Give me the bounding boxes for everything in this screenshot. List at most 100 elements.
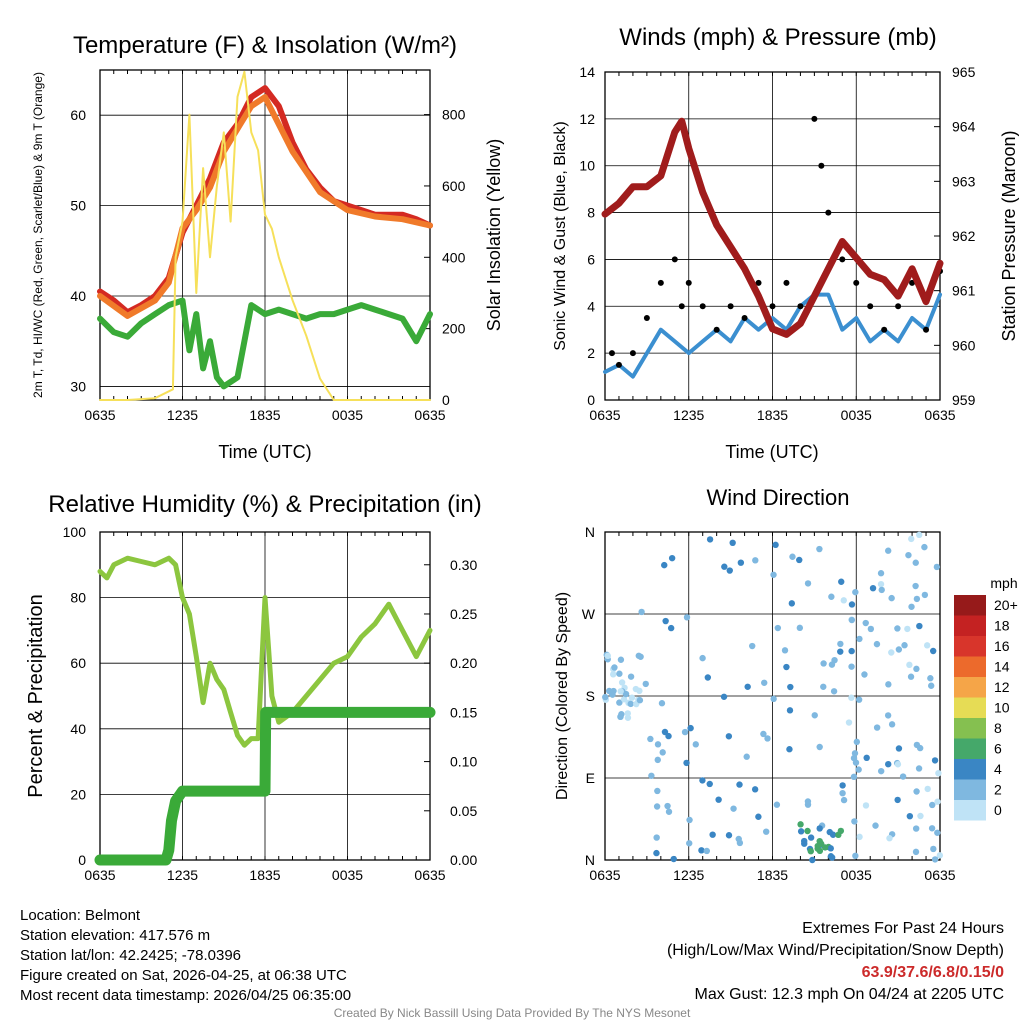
direction-point bbox=[894, 761, 902, 768]
direction-point bbox=[796, 556, 803, 564]
x-tick-label: 0035 bbox=[841, 867, 872, 883]
direction-point bbox=[797, 828, 805, 835]
max-gust-text: Max Gust: 12.3 mph On 04/24 at 2205 UTC bbox=[694, 986, 1005, 1003]
direction-point bbox=[855, 766, 862, 773]
extremes-subtitle: (High/Low/Max Wind/Precipitation/Snow De… bbox=[666, 942, 1004, 959]
direction-point bbox=[720, 693, 728, 700]
extremes-info: Extremes For Past 24 Hours (High/Low/Max… bbox=[667, 918, 1004, 1006]
y2-tick-label: 0.10 bbox=[450, 754, 477, 770]
direction-point bbox=[862, 802, 870, 809]
direction-point bbox=[869, 584, 877, 592]
direction-point bbox=[930, 845, 937, 853]
x-tick-label: 0635 bbox=[84, 407, 115, 423]
y-tick-label: 0 bbox=[78, 852, 86, 868]
direction-point bbox=[852, 588, 859, 596]
direction-point bbox=[786, 707, 794, 714]
y2-tick-label: 963 bbox=[952, 173, 976, 189]
direction-point bbox=[935, 769, 942, 777]
direction-point bbox=[659, 749, 666, 756]
direction-point bbox=[916, 531, 923, 539]
direction-point bbox=[736, 781, 743, 788]
y-tick-label: W bbox=[582, 606, 596, 622]
direction-point bbox=[851, 818, 858, 825]
direction-point bbox=[654, 787, 661, 795]
direction-point bbox=[816, 825, 823, 832]
direction-point bbox=[638, 608, 645, 616]
direction-point bbox=[905, 551, 912, 559]
direction-point bbox=[703, 847, 711, 855]
direction-point bbox=[884, 547, 892, 554]
direction-point bbox=[604, 652, 611, 660]
direction-point bbox=[704, 674, 712, 681]
direction-point bbox=[665, 732, 672, 740]
latlon-text: Station lat/lon: 42.2425; -78.0396 bbox=[20, 947, 242, 964]
direction-point bbox=[761, 679, 768, 686]
direction-point bbox=[706, 536, 714, 543]
y-tick-label: E bbox=[586, 770, 595, 786]
direction-point bbox=[618, 711, 625, 718]
y-tick-label: 30 bbox=[70, 378, 86, 394]
y2-tick-label: 0.15 bbox=[450, 704, 477, 720]
direction-point bbox=[770, 571, 777, 578]
x-tick-label: 0635 bbox=[589, 407, 620, 423]
direction-point bbox=[877, 570, 885, 577]
y-axis-label: Percent & Precipitation bbox=[25, 594, 47, 797]
direction-point bbox=[923, 642, 931, 649]
legend-swatch bbox=[954, 779, 986, 800]
direction-point bbox=[801, 837, 808, 845]
direction-point bbox=[687, 724, 694, 732]
x-tick-label: 1235 bbox=[673, 407, 704, 423]
direction-point bbox=[828, 661, 836, 668]
direction-point bbox=[811, 712, 818, 719]
direction-point bbox=[848, 663, 855, 670]
direction-point bbox=[855, 696, 863, 703]
direction-point bbox=[692, 741, 699, 748]
direction-point bbox=[762, 828, 770, 835]
gust-point bbox=[643, 315, 650, 321]
direction-point bbox=[828, 854, 836, 861]
y2-axis-label: Solar Insolation (Yellow) bbox=[484, 139, 504, 331]
direction-point bbox=[627, 673, 635, 680]
direction-point bbox=[804, 798, 812, 805]
direction-point bbox=[686, 816, 693, 824]
location-text: Location: Belmont bbox=[20, 907, 141, 924]
direction-point bbox=[852, 852, 859, 860]
legend-swatch bbox=[954, 718, 986, 739]
y2-tick-label: 600 bbox=[442, 178, 466, 194]
direction-point bbox=[807, 848, 815, 855]
y2-tick-label: 964 bbox=[952, 119, 976, 135]
x-tick-label: 0035 bbox=[332, 867, 363, 883]
panel-2 bbox=[604, 71, 941, 401]
direction-point bbox=[668, 554, 676, 562]
direction-point bbox=[913, 788, 920, 795]
direction-point bbox=[787, 683, 794, 691]
direction-point bbox=[931, 856, 939, 863]
direction-point bbox=[786, 746, 793, 753]
x-tick-label: 0635 bbox=[414, 867, 445, 883]
y2-tick-label: 800 bbox=[442, 107, 466, 123]
direction-point bbox=[642, 680, 649, 688]
direction-point bbox=[927, 675, 934, 682]
direction-point bbox=[856, 635, 863, 643]
y-tick-label: 100 bbox=[63, 524, 87, 540]
direction-point bbox=[764, 735, 771, 742]
direction-point bbox=[698, 847, 705, 854]
direction-point bbox=[853, 738, 861, 746]
direction-point bbox=[936, 852, 944, 859]
direction-point bbox=[610, 671, 617, 678]
direction-point bbox=[654, 756, 661, 764]
legend-label: 2 bbox=[994, 782, 1002, 798]
direction-point bbox=[683, 614, 691, 621]
direction-point bbox=[934, 798, 941, 805]
direction-point bbox=[916, 622, 923, 630]
y2-tick-label: 0.30 bbox=[450, 557, 477, 573]
y-axis-label: 2m T, Td, HI/WC (Red, Green, Scarlet/Blu… bbox=[31, 72, 45, 398]
gust-point bbox=[825, 209, 832, 216]
direction-point bbox=[929, 647, 937, 655]
direction-point bbox=[908, 603, 915, 610]
gust-point bbox=[678, 303, 685, 310]
direction-point bbox=[620, 696, 628, 703]
gust-point bbox=[755, 279, 762, 286]
direction-point bbox=[929, 801, 936, 809]
series-precipitation bbox=[94, 706, 436, 866]
